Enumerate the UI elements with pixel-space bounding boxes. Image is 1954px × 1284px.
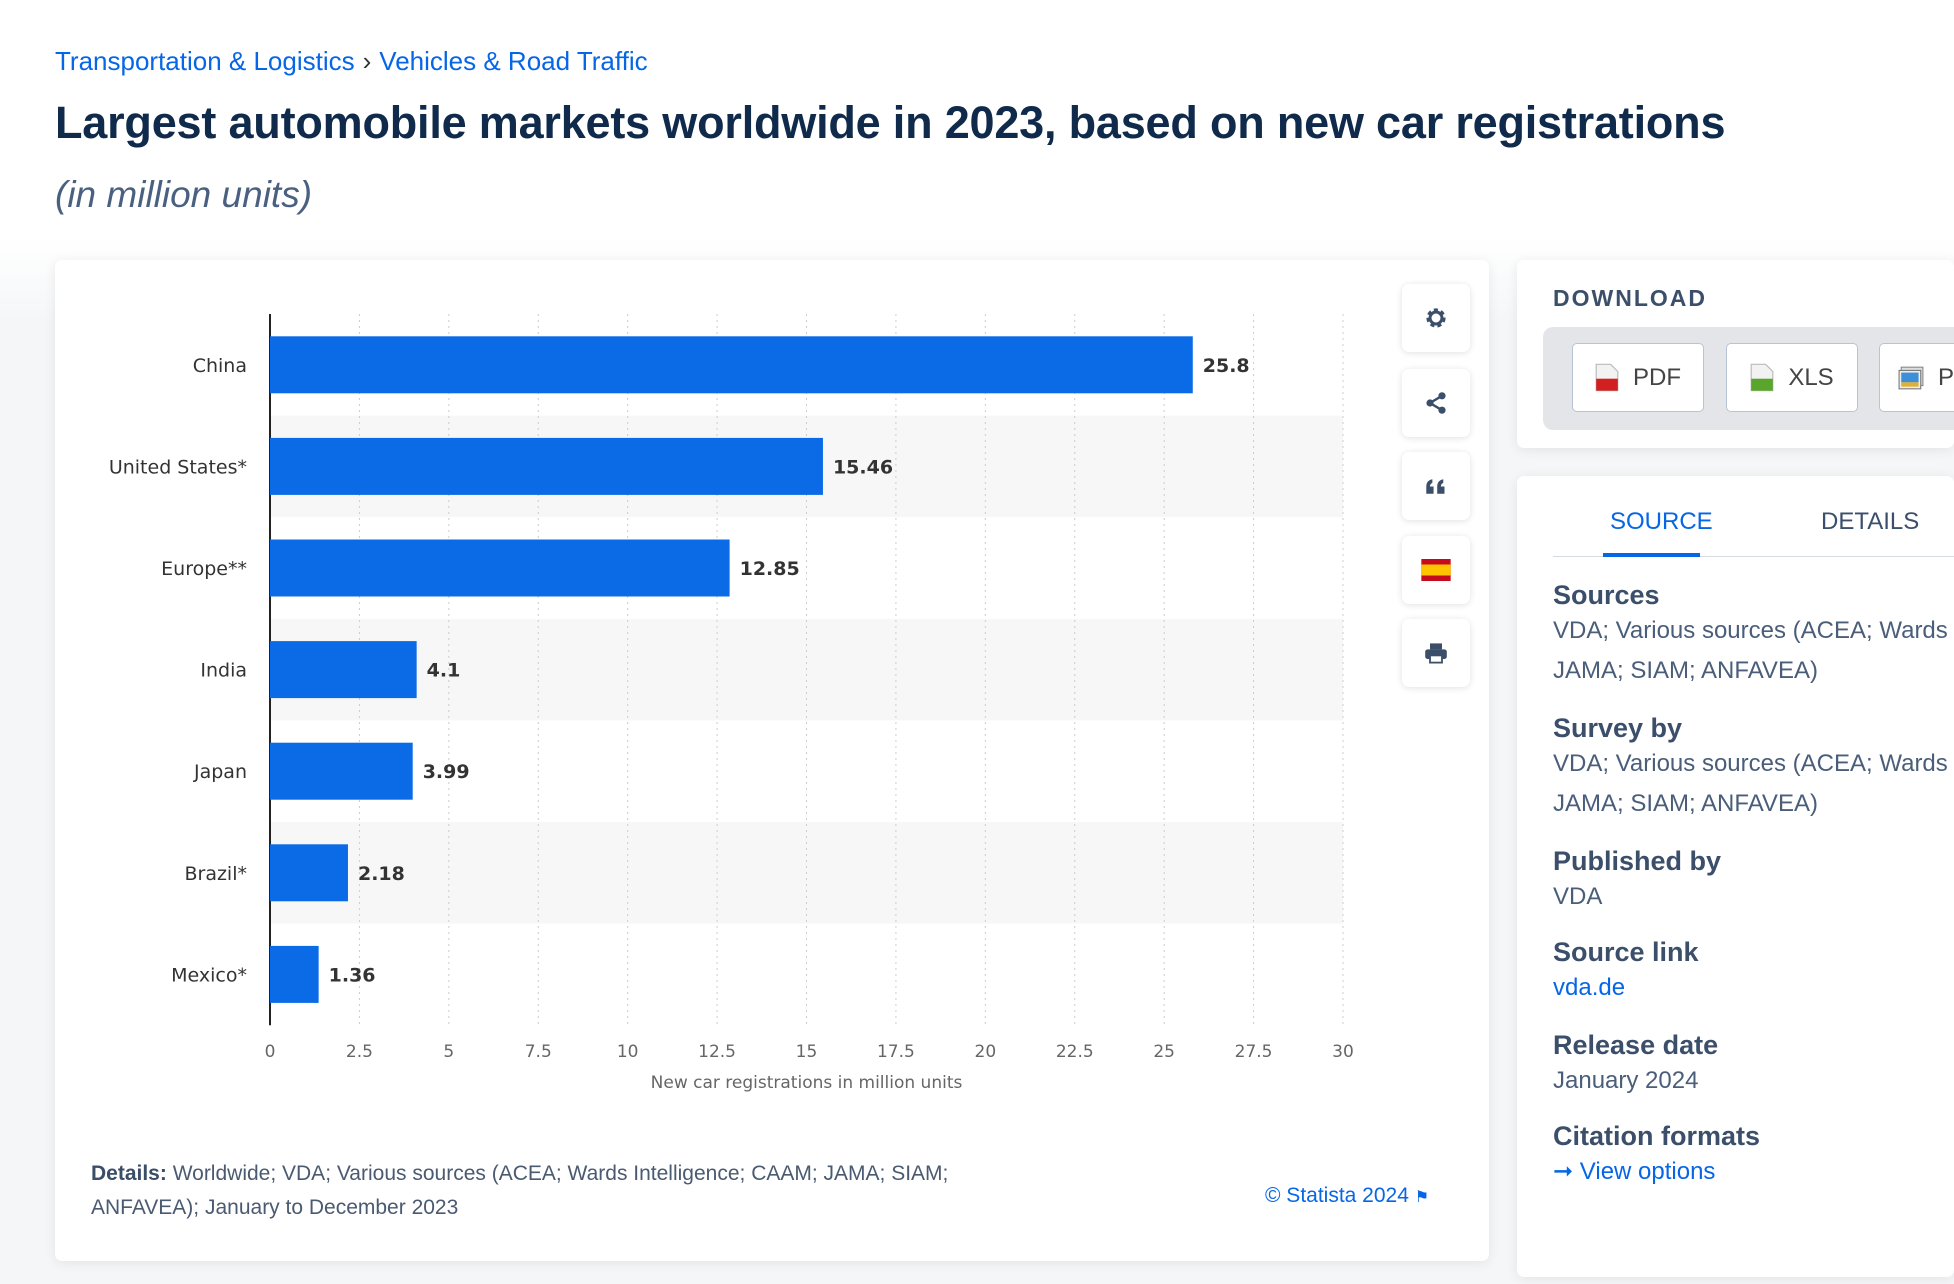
category-label: Mexico*: [171, 964, 247, 986]
published-heading: Published by: [1553, 846, 1722, 876]
x-axis-title: New car registrations in million units: [651, 1073, 963, 1093]
release-date-heading: Release date: [1553, 1030, 1719, 1060]
download-xls-button[interactable]: XLS: [1726, 343, 1858, 412]
value-label: 2.18: [358, 863, 405, 885]
value-label: 15.46: [833, 456, 893, 478]
survey-text: JAMA; SIAM; ANFAVEA): [1553, 790, 1818, 817]
view-options-link[interactable]: ➞ View options: [1553, 1152, 1948, 1192]
value-label: 1.36: [329, 964, 376, 986]
download-card: DOWNLOAD PDF XLS P: [1517, 260, 1954, 448]
print-button[interactable]: [1402, 619, 1470, 687]
chart-details: Details: Worldwide; VDA; Various sources…: [91, 1157, 1041, 1225]
download-png-button[interactable]: P: [1879, 343, 1954, 412]
settings-icon: [1426, 308, 1446, 328]
download-pdf-button[interactable]: PDF: [1572, 343, 1704, 412]
breadcrumb-separator: ›: [362, 46, 372, 76]
category-label: Japan: [193, 761, 247, 783]
page-subtitle: (in million units): [55, 174, 313, 215]
bar-chart: 0 2.5 5 7.5 10 12.5 15 17.5 20 22.5 25 27.5 30 China 2…: [109, 314, 1354, 1093]
x-tick-label: 12.5: [698, 1042, 736, 1062]
sources-text: VDA; Various sources (ACEA; Wards: [1553, 617, 1948, 644]
xls-label: XLS: [1788, 363, 1834, 391]
x-tick-label: 20: [975, 1042, 997, 1062]
pdf-file-icon: [1595, 363, 1619, 392]
tab-source[interactable]: SOURCE: [1610, 508, 1713, 535]
bar: [270, 437, 823, 495]
download-buttons: PDF XLS P: [1543, 327, 1954, 430]
value-label: 3.99: [423, 761, 470, 783]
active-tab-indicator: [1603, 553, 1700, 557]
quote-icon: [1426, 478, 1445, 494]
category-label: Europe**: [161, 558, 247, 580]
source-link-heading: Source link: [1553, 937, 1699, 967]
sources-heading: Sources: [1553, 580, 1660, 610]
survey-text: VDA; Various sources (ACEA; Wards: [1553, 750, 1948, 777]
page-title: Largest automobile markets worldwide in …: [55, 97, 1726, 148]
bar: [270, 641, 417, 699]
flag-icon: [1421, 559, 1451, 581]
bar: [270, 539, 730, 597]
xls-file-icon: [1750, 363, 1774, 392]
x-tick-label: 22.5: [1056, 1042, 1094, 1062]
bar: [270, 844, 348, 902]
breadcrumb: Transportation & Logistics › Vehicles & Ro…: [55, 46, 648, 77]
published-text: VDA: [1553, 883, 1603, 910]
download-heading: DOWNLOAD: [1553, 285, 1707, 311]
value-label: 4.1: [427, 660, 461, 682]
value-label: 12.85: [740, 558, 800, 580]
source-link[interactable]: vda.de: [1553, 974, 1626, 1001]
details-text: Worldwide; VDA; Various sources (ACEA; W…: [91, 1162, 949, 1219]
bar: [270, 945, 319, 1003]
bar: [270, 742, 413, 800]
citation-heading: Citation formats: [1553, 1121, 1761, 1151]
share-icon: [1426, 392, 1446, 414]
image-file-icon: [1898, 366, 1924, 389]
source-card: [1517, 476, 1954, 1277]
print-icon: [1425, 643, 1447, 664]
x-tick-label: 7.5: [525, 1042, 552, 1062]
pdf-label: PDF: [1633, 363, 1681, 391]
survey-heading: Survey by: [1553, 713, 1683, 743]
category-label: Brazil*: [184, 863, 247, 885]
bar: [270, 336, 1193, 394]
sources-text: JAMA; SIAM; ANFAVEA): [1553, 657, 1818, 684]
category-label: United States*: [109, 456, 247, 478]
x-tick-label: 15: [796, 1042, 818, 1062]
x-tick-label: 27.5: [1235, 1042, 1273, 1062]
breadcrumb-link[interactable]: Vehicles & Road Traffic: [379, 46, 648, 76]
credit-text[interactable]: © Statista 2024: [1265, 1184, 1409, 1207]
tab-details[interactable]: DETAILS: [1821, 508, 1920, 535]
x-tick-label: 0: [265, 1042, 276, 1062]
value-label: 25.8: [1203, 355, 1250, 377]
tab-divider: [1553, 556, 1954, 557]
settings-button[interactable]: [1402, 284, 1470, 352]
category-label: India: [200, 660, 247, 682]
x-tick-label: 30: [1332, 1042, 1354, 1062]
language-button[interactable]: [1402, 536, 1470, 604]
statista-credit[interactable]: © Statista 2024 ⚑: [1265, 1184, 1429, 1208]
x-tick-label: 25: [1153, 1042, 1175, 1062]
view-options-label[interactable]: View options: [1579, 1158, 1716, 1185]
breadcrumb-link[interactable]: Transportation & Logistics: [55, 46, 355, 76]
flag-icon: ⚑: [1414, 1189, 1430, 1206]
source-info: Sources VDA; Various sources (ACEA; Ward…: [1553, 580, 1948, 1192]
cite-button[interactable]: [1402, 452, 1470, 520]
x-tick-label: 10: [617, 1042, 639, 1062]
x-tick-label: 17.5: [877, 1042, 915, 1062]
png-label: P: [1937, 363, 1954, 391]
category-label: China: [193, 355, 247, 377]
details-label: Details:: [91, 1162, 167, 1185]
share-button[interactable]: [1402, 369, 1470, 437]
release-date-text: January 2024: [1553, 1067, 1699, 1094]
arrow-right-icon: ➞: [1553, 1158, 1574, 1185]
x-tick-label: 2.5: [346, 1042, 373, 1062]
x-tick-label: 5: [443, 1042, 454, 1062]
